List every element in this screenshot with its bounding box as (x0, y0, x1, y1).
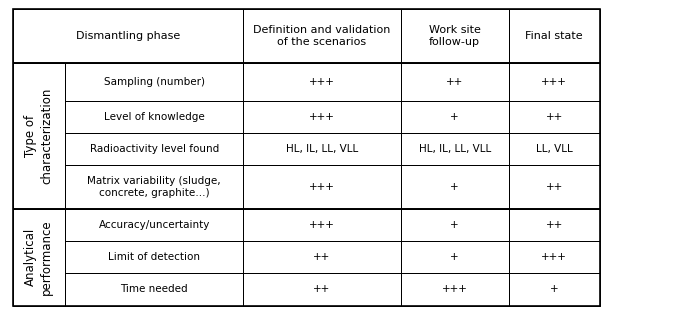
Bar (243, 133, 401, 165)
Bar (509, 63, 600, 101)
Bar (401, 209, 509, 241)
Bar (509, 241, 600, 273)
Bar (243, 165, 401, 209)
Bar (65, 209, 243, 241)
Text: Time needed: Time needed (120, 284, 188, 295)
Text: +++: +++ (442, 284, 468, 295)
Bar (509, 133, 600, 165)
Bar (243, 241, 401, 273)
Text: +: + (550, 284, 559, 295)
Bar (243, 273, 401, 306)
Text: Matrix variability (sludge,
concrete, graphite…): Matrix variability (sludge, concrete, gr… (87, 176, 221, 198)
Bar (509, 101, 600, 133)
Text: +++: +++ (541, 77, 568, 87)
Text: Definition and validation
of the scenarios: Definition and validation of the scenari… (253, 25, 391, 47)
Text: Work site
follow-up: Work site follow-up (428, 25, 481, 47)
Text: +: + (450, 112, 459, 122)
Text: Dismantling phase: Dismantling phase (75, 31, 180, 41)
Text: +: + (450, 220, 459, 230)
Text: Accuracy/uncertainty: Accuracy/uncertainty (99, 220, 210, 230)
Bar (243, 63, 401, 101)
Text: Analytical
performance: Analytical performance (24, 219, 53, 295)
Bar (13, 9, 243, 63)
Bar (243, 209, 401, 241)
Text: ++: ++ (546, 112, 563, 122)
Text: ++: ++ (313, 284, 331, 295)
Bar (13, 209, 65, 306)
Bar (401, 273, 509, 306)
Text: +++: +++ (309, 220, 335, 230)
Bar (65, 101, 243, 133)
Text: ++: ++ (313, 252, 331, 262)
Text: +++: +++ (309, 112, 335, 122)
Text: +: + (450, 252, 459, 262)
Bar (65, 241, 243, 273)
Bar (401, 63, 509, 101)
Text: +++: +++ (309, 182, 335, 192)
Text: HL, IL, LL, VLL: HL, IL, LL, VLL (419, 144, 491, 154)
Bar (65, 165, 243, 209)
Bar (401, 241, 509, 273)
Text: Radioactivity level found: Radioactivity level found (89, 144, 219, 154)
Bar (509, 165, 600, 209)
Bar (65, 63, 243, 101)
Text: Type of
characterization: Type of characterization (24, 88, 53, 184)
Text: ++: ++ (546, 182, 563, 192)
Text: Limit of detection: Limit of detection (108, 252, 200, 262)
Bar (13, 63, 65, 209)
Bar (509, 273, 600, 306)
Text: LL, VLL: LL, VLL (536, 144, 572, 154)
Bar (65, 273, 243, 306)
Text: +++: +++ (309, 77, 335, 87)
Bar (401, 133, 509, 165)
Text: +++: +++ (541, 252, 568, 262)
Bar (65, 133, 243, 165)
Bar (243, 9, 401, 63)
Bar (509, 209, 600, 241)
Bar (243, 101, 401, 133)
Text: ++: ++ (446, 77, 463, 87)
Text: Final state: Final state (526, 31, 583, 41)
Bar (401, 101, 509, 133)
Text: Level of knowledge: Level of knowledge (103, 112, 205, 122)
Bar (401, 9, 509, 63)
Text: HL, IL, LL, VLL: HL, IL, LL, VLL (286, 144, 358, 154)
Text: ++: ++ (546, 220, 563, 230)
Bar (509, 9, 600, 63)
Bar (401, 165, 509, 209)
Text: +: + (450, 182, 459, 192)
Bar (13, 9, 600, 306)
Text: Sampling (number): Sampling (number) (103, 77, 205, 87)
